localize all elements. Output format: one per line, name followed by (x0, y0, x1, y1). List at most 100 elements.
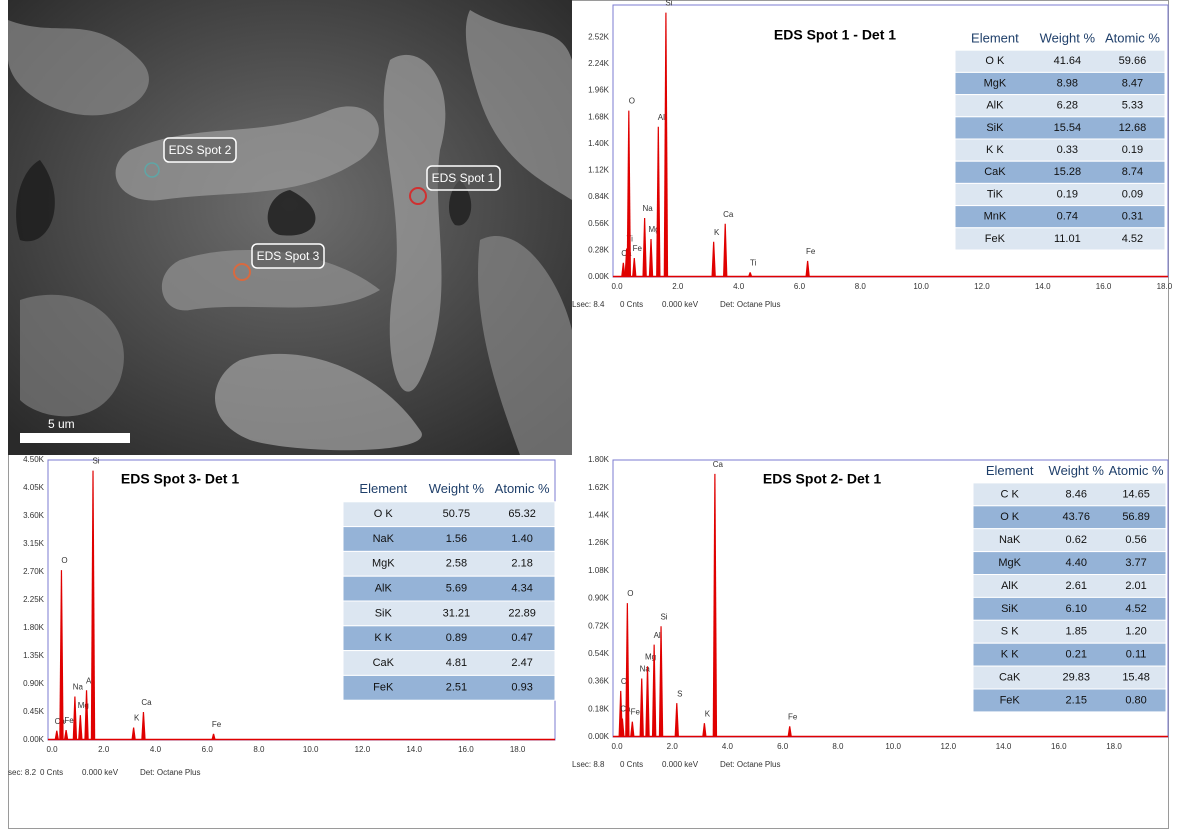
y-tick-label: 1.80K (588, 455, 610, 464)
peak-label: Fe (806, 247, 816, 256)
table-cell: 6.28 (1057, 100, 1078, 112)
table-cell: 8.46 (1066, 488, 1087, 500)
table-cell: O K (985, 55, 1005, 67)
table-cell: 4.81 (446, 657, 467, 669)
table-header: Element (971, 31, 1019, 46)
y-tick-label: 0.28K (588, 245, 610, 254)
table-cell: 2.61 (1066, 580, 1087, 592)
y-tick-label: 0.00K (23, 735, 45, 744)
peak-label: Ca (723, 210, 734, 219)
footer-text: 0 Cnts (40, 768, 63, 777)
table-cell: 0.19 (1057, 188, 1078, 200)
table-cell: 50.75 (443, 508, 471, 520)
table-cell: 65.32 (508, 508, 536, 520)
x-tick-label: 18.0 (510, 745, 526, 754)
table-cell: 0.11 (1126, 649, 1147, 661)
table-cell: C K (1000, 488, 1019, 500)
x-tick-label: 14.0 (1035, 282, 1051, 291)
y-tick-label: 1.68K (588, 112, 610, 121)
table-cell: FeK (985, 233, 1006, 245)
x-tick-label: 16.0 (1051, 742, 1067, 751)
table-cell: 5.69 (446, 583, 467, 595)
table-cell: 1.40 (511, 533, 532, 545)
x-tick-label: 8.0 (855, 282, 867, 291)
table-cell: 0.74 (1057, 211, 1078, 223)
peak-label: Si (92, 457, 99, 466)
peak-label: Al (658, 113, 665, 122)
table-cell: FeK (1000, 694, 1021, 706)
table-cell: FeK (373, 682, 394, 694)
peak-label: Na (73, 683, 84, 692)
table-cell: NaK (999, 534, 1021, 546)
table-cell: 41.64 (1054, 55, 1082, 67)
peak-label: Fe (633, 244, 643, 253)
table-cell: O K (374, 508, 394, 520)
spot-label: EDS Spot 1 (432, 171, 495, 185)
footer-text: 0 Cnts (620, 300, 643, 309)
table-cell: O K (1000, 511, 1020, 523)
table-cell: 2.58 (446, 558, 467, 570)
peak-label: Si (660, 612, 667, 621)
peak-label: K (714, 228, 720, 237)
x-tick-label: 6.0 (202, 745, 214, 754)
x-tick-label: 2.0 (667, 742, 679, 751)
table-cell: 2.18 (511, 558, 532, 570)
y-tick-label: 1.40K (588, 139, 610, 148)
table-cell: 2.01 (1125, 580, 1146, 592)
peak-label: O (627, 589, 633, 598)
table-header: Weight % (1040, 31, 1096, 46)
table-cell: K K (986, 144, 1004, 156)
x-tick-label: 6.0 (794, 282, 806, 291)
peak-label: Na (643, 204, 654, 213)
y-tick-label: 0.00K (588, 732, 610, 741)
figure: EDS Spot 2 EDS Spot 1 EDS Spot 3 5 um 0.… (0, 0, 1178, 829)
y-tick-label: 1.35K (23, 651, 45, 660)
y-tick-label: 2.70K (23, 567, 45, 576)
table-cell: 59.66 (1119, 55, 1147, 67)
table-cell: NaK (373, 533, 395, 545)
y-tick-label: 2.25K (23, 595, 45, 604)
table-cell: 0.80 (1125, 694, 1146, 706)
table-header: Weight % (429, 481, 485, 496)
table-cell: MgK (984, 77, 1007, 89)
table-cell: K K (1001, 649, 1019, 661)
table-cell: 4.40 (1066, 557, 1087, 569)
x-tick-label: 10.0 (913, 282, 929, 291)
chart-title: EDS Spot 2- Det 1 (763, 471, 881, 487)
x-tick-label: 16.0 (1096, 282, 1112, 291)
chart-title: EDS Spot 3- Det 1 (121, 471, 239, 487)
table-cell: 4.52 (1125, 603, 1146, 615)
peak-label: O (61, 556, 67, 565)
table-cell: CaK (999, 671, 1021, 683)
table-cell: 8.74 (1122, 166, 1143, 178)
table-cell: 0.31 (1122, 211, 1143, 223)
x-tick-label: 0.0 (611, 742, 623, 751)
table-cell: TiK (987, 188, 1004, 200)
y-tick-label: 0.54K (588, 649, 610, 658)
footer-text: sec: 8.2 (8, 768, 37, 777)
x-tick-label: 0.0 (46, 745, 58, 754)
footer-text: 0.000 keV (82, 768, 119, 777)
y-tick-label: 0.45K (23, 707, 45, 716)
x-tick-label: 4.0 (733, 282, 745, 291)
footer-text: 0 Cnts (620, 760, 643, 769)
table-cell: 8.98 (1057, 77, 1078, 89)
peak-label: Si (665, 0, 672, 8)
table-cell: 0.09 (1122, 188, 1143, 200)
x-tick-label: 10.0 (303, 745, 319, 754)
footer-text: 0.000 keV (662, 300, 699, 309)
table-cell: 12.68 (1119, 122, 1147, 134)
table-cell: 0.56 (1125, 534, 1146, 546)
spot-label: EDS Spot 2 (169, 143, 232, 157)
table-cell: 15.28 (1054, 166, 1082, 178)
table-cell: 0.19 (1122, 144, 1143, 156)
table-cell: 14.65 (1122, 488, 1150, 500)
table-cell: S K (1001, 626, 1019, 638)
x-tick-label: 18.0 (1106, 742, 1122, 751)
peak-label: Ca (713, 460, 724, 469)
y-tick-label: 1.62K (588, 483, 610, 492)
table-cell: 0.21 (1066, 649, 1087, 661)
peak-label: K (705, 709, 711, 718)
table-cell: 1.85 (1066, 626, 1087, 638)
y-tick-label: 0.36K (588, 677, 610, 686)
